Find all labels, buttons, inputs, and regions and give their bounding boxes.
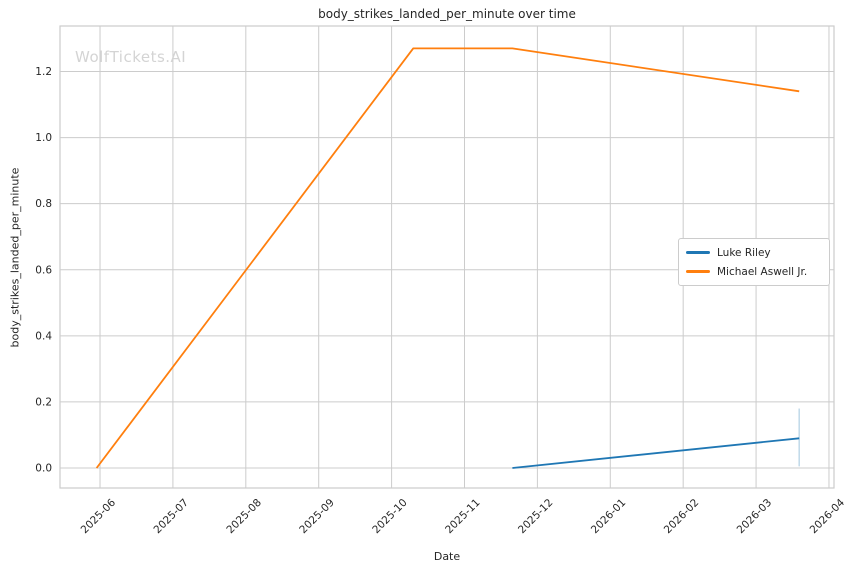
x-tick-label: 2025-11 bbox=[443, 497, 483, 537]
y-tick-label: 0.6 bbox=[35, 264, 52, 276]
legend-line-sample bbox=[686, 251, 710, 254]
y-tick-label: 0.0 bbox=[35, 463, 52, 475]
x-tick-label: 2026-03 bbox=[735, 497, 775, 537]
legend-label: Michael Aswell Jr. bbox=[717, 265, 808, 278]
plot-border bbox=[59, 25, 835, 489]
legend: Luke Riley Michael Aswell Jr. bbox=[678, 238, 830, 286]
x-tick-label: 2025-06 bbox=[79, 496, 119, 536]
x-tick-label: 2025-08 bbox=[224, 497, 264, 537]
x-axis-label: Date bbox=[433, 550, 461, 563]
watermark: WolfTickets.AI bbox=[75, 48, 187, 66]
x-tick-label: 2025-10 bbox=[370, 497, 410, 537]
legend-item: Michael Aswell Jr. bbox=[686, 262, 822, 281]
series-line-michael-aswell-jr- bbox=[95, 47, 800, 469]
chart-title: body_strikes_landed_per_minute over time bbox=[318, 7, 576, 21]
series-line-luke-riley bbox=[512, 437, 800, 469]
x-tick-label: 2025-07 bbox=[152, 497, 192, 537]
legend-line-sample bbox=[686, 270, 710, 273]
y-tick-label: 0.8 bbox=[35, 198, 52, 210]
x-tick-label: 2025-09 bbox=[297, 497, 337, 537]
y-tick-label: 0.2 bbox=[35, 396, 52, 408]
x-tick-label: 2026-01 bbox=[589, 497, 629, 537]
y-tick-label: 1.2 bbox=[35, 66, 52, 78]
y-axis-label: body_strikes_landed_per_minute bbox=[8, 167, 22, 348]
x-tick-label: 2026-02 bbox=[662, 497, 702, 537]
y-tick-label: 0.4 bbox=[35, 330, 52, 342]
legend-label: Luke Riley bbox=[717, 246, 771, 259]
y-tick-label: 1.0 bbox=[35, 132, 52, 144]
x-tick-label: 2025-12 bbox=[516, 497, 556, 537]
x-tick-label: 2026-04 bbox=[808, 496, 848, 536]
legend-item: Luke Riley bbox=[686, 243, 822, 262]
